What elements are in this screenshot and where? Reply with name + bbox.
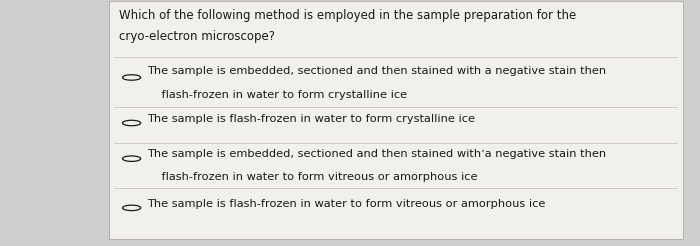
Text: flash-frozen in water to form crystalline ice: flash-frozen in water to form crystallin… <box>147 90 407 100</box>
Text: The sample is embedded, sectioned and then stained withʼa negative stain then: The sample is embedded, sectioned and th… <box>147 149 606 159</box>
Text: Which of the following method is employed in the sample preparation for the: Which of the following method is employe… <box>119 9 576 22</box>
Text: The sample is embedded, sectioned and then stained with a negative stain then: The sample is embedded, sectioned and th… <box>147 66 606 77</box>
FancyBboxPatch shape <box>108 1 682 239</box>
Text: The sample is flash-frozen in water to form crystalline ice: The sample is flash-frozen in water to f… <box>147 114 475 124</box>
Text: flash-frozen in water to form vitreous or amorphous ice: flash-frozen in water to form vitreous o… <box>147 172 477 182</box>
Text: The sample is flash-frozen in water to form vitreous or amorphous ice: The sample is flash-frozen in water to f… <box>147 199 545 209</box>
Text: cryo-electron microscope?: cryo-electron microscope? <box>119 30 275 43</box>
